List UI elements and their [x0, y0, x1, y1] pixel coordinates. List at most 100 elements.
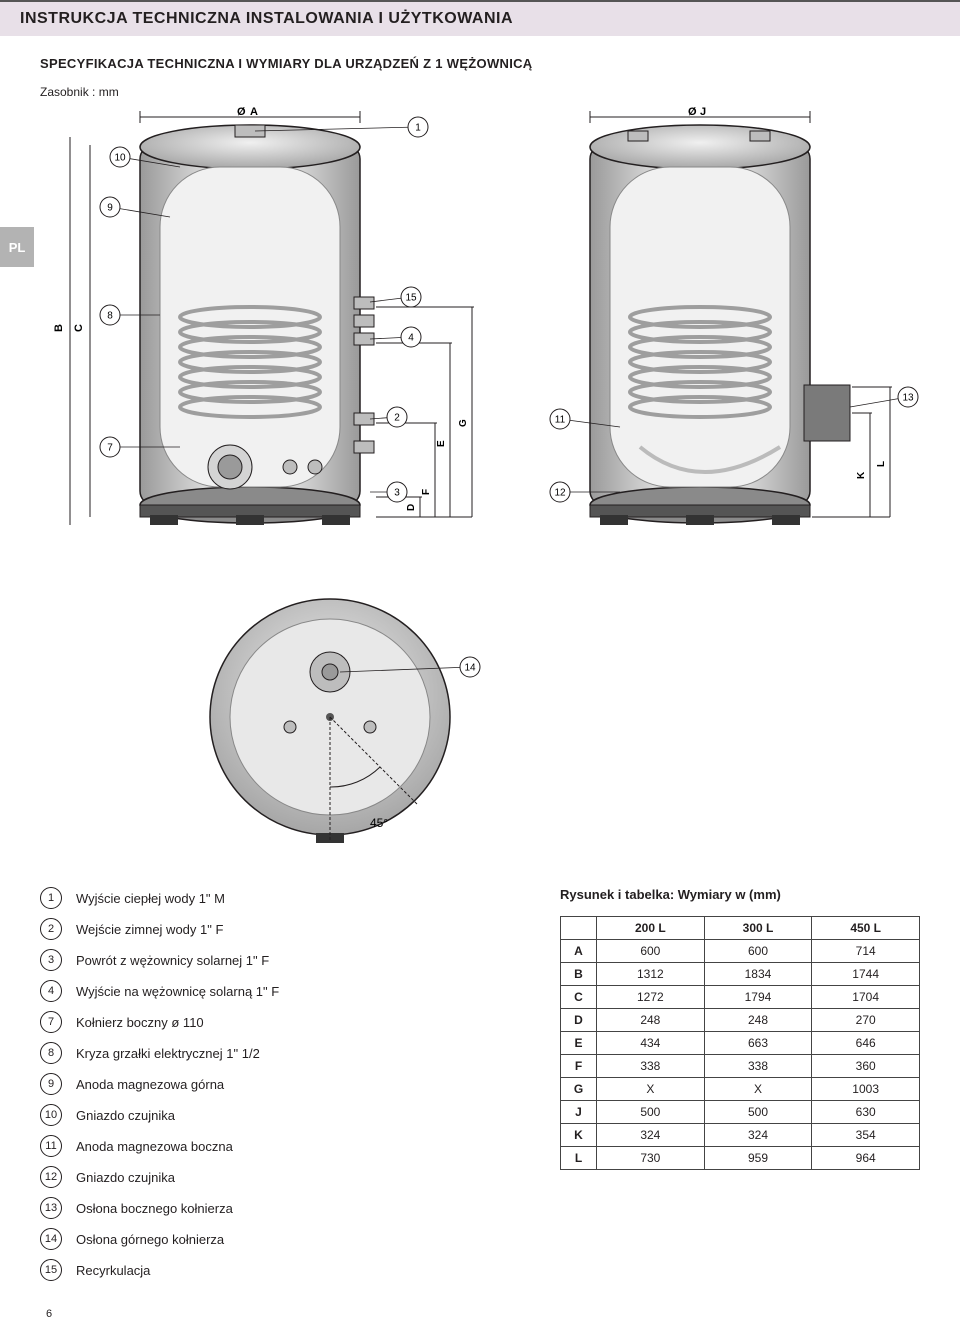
- table-cell: 600: [704, 940, 812, 963]
- legend-item: 15 Recyrkulacja: [40, 1259, 530, 1281]
- table-cell: 1312: [597, 963, 705, 986]
- table-cell: B: [561, 963, 597, 986]
- legend-number: 13: [40, 1197, 62, 1219]
- svg-text:C: C: [73, 324, 85, 332]
- table-cell: 1704: [812, 986, 920, 1009]
- svg-text:K: K: [856, 471, 867, 479]
- table-cell: 630: [812, 1101, 920, 1124]
- table-cell: 270: [812, 1009, 920, 1032]
- svg-text:11: 11: [555, 415, 566, 426]
- legend-text: Osłona górnego kołnierza: [76, 1232, 224, 1247]
- svg-text:9: 9: [107, 203, 113, 214]
- svg-text:1: 1: [415, 123, 421, 134]
- legend-number: 4: [40, 980, 62, 1002]
- legend-number: 2: [40, 918, 62, 940]
- table-cell: X: [704, 1078, 812, 1101]
- svg-text:2: 2: [394, 413, 400, 424]
- table-cell: 500: [597, 1101, 705, 1124]
- legend-item: 8Kryza grzałki elektrycznej 1" 1/2: [40, 1042, 530, 1064]
- legend-number: 10: [40, 1104, 62, 1126]
- table-row: L730959964: [561, 1147, 920, 1170]
- legend-number: 14: [40, 1228, 62, 1250]
- legend-text: Kołnierz boczny ø 110: [76, 1015, 204, 1030]
- table-cell: 248: [597, 1009, 705, 1032]
- legend-number: 12: [40, 1166, 62, 1188]
- table-cell: J: [561, 1101, 597, 1124]
- table-cell: 500: [704, 1101, 812, 1124]
- table-cell: 338: [597, 1055, 705, 1078]
- legend-item: 9 Anoda magnezowa górna: [40, 1073, 530, 1095]
- table-cell: 434: [597, 1032, 705, 1055]
- table-cell: 324: [597, 1124, 705, 1147]
- svg-text:L: L: [876, 461, 887, 467]
- table-row: GXX1003: [561, 1078, 920, 1101]
- table-cell: 338: [704, 1055, 812, 1078]
- legend-item: 10Gniazdo czujnika: [40, 1104, 530, 1126]
- svg-text:15: 15: [405, 293, 417, 304]
- table-cell: 964: [812, 1147, 920, 1170]
- table-cell: 959: [704, 1147, 812, 1170]
- bottom-view: 45°: [210, 599, 450, 843]
- legend-text: Osłona bocznego kołnierza: [76, 1201, 233, 1216]
- table-row: C127217941704: [561, 986, 920, 1009]
- legend-number: 11: [40, 1135, 62, 1157]
- table-cell: 354: [812, 1124, 920, 1147]
- legend-item: 7 Kołnierz boczny ø 110: [40, 1011, 530, 1033]
- page-content: SPECYFIKACJA TECHNICZNA I WYMIARY DLA UR…: [0, 36, 960, 1340]
- table-cell: 1794: [704, 986, 812, 1009]
- technical-diagram: Ø A: [40, 107, 920, 877]
- svg-text:Ø: Ø: [688, 107, 697, 118]
- table-row: A600600714: [561, 940, 920, 963]
- legend-number: 7: [40, 1011, 62, 1033]
- legend-item: 14 Osłona górnego kołnierza: [40, 1228, 530, 1250]
- table-row: E434663646: [561, 1032, 920, 1055]
- table-caption: Rysunek i tabelka: Wymiary w (mm): [560, 887, 920, 902]
- svg-text:D: D: [406, 504, 417, 511]
- legend-item: 11Anoda magnezowa boczna: [40, 1135, 530, 1157]
- table-cell: X: [597, 1078, 705, 1101]
- legend-text: Anoda magnezowa górna: [76, 1077, 224, 1092]
- table-cell: 1834: [704, 963, 812, 986]
- svg-text:12: 12: [554, 488, 566, 499]
- dim-label-A: Ø: [237, 107, 246, 118]
- table-header: 450 L: [812, 917, 920, 940]
- legend-text: Wejście zimnej wody 1" F: [76, 922, 223, 937]
- legend-number: 8: [40, 1042, 62, 1064]
- legend-number: 1: [40, 887, 62, 909]
- table-row: J500500630: [561, 1101, 920, 1124]
- table-header: 200 L: [597, 917, 705, 940]
- legend-text: Wyjście ciepłej wody 1" M: [76, 891, 225, 906]
- legend-number: 15: [40, 1259, 62, 1281]
- table-cell: 1003: [812, 1078, 920, 1101]
- svg-text:J: J: [700, 107, 706, 118]
- right-tank: Ø J: [590, 107, 892, 525]
- table-cell: D: [561, 1009, 597, 1032]
- legend-number: 9: [40, 1073, 62, 1095]
- table-cell: 646: [812, 1032, 920, 1055]
- legend-item: 1 Wyjście ciepłej wody 1" M: [40, 887, 530, 909]
- svg-text:14: 14: [464, 663, 476, 674]
- svg-text:4: 4: [408, 333, 414, 344]
- table-row: K324324354: [561, 1124, 920, 1147]
- table-row: B131218341744: [561, 963, 920, 986]
- legend-list: 1 Wyjście ciepłej wody 1" M 2 Wejście zimne…: [40, 887, 530, 1290]
- svg-text:F: F: [421, 489, 432, 495]
- svg-text:G: G: [458, 419, 469, 427]
- svg-text:E: E: [436, 440, 447, 447]
- table-cell: 600: [597, 940, 705, 963]
- svg-text:3: 3: [394, 488, 400, 499]
- table-cell: E: [561, 1032, 597, 1055]
- table-cell: C: [561, 986, 597, 1009]
- side-tab: PL: [0, 227, 34, 267]
- legend-number: 3: [40, 949, 62, 971]
- table-cell: F: [561, 1055, 597, 1078]
- table-header: 300 L: [704, 917, 812, 940]
- table-cell: 1744: [812, 963, 920, 986]
- legend-text: Powrót z wężownicy solarnej 1" F: [76, 953, 269, 968]
- table-cell: 714: [812, 940, 920, 963]
- page-header: INSTRUKCJA TECHNICZNA INSTALOWANIA I UŻY…: [0, 0, 960, 36]
- legend-text: Recyrkulacja: [76, 1263, 150, 1278]
- table-cell: 360: [812, 1055, 920, 1078]
- table-cell: A: [561, 940, 597, 963]
- table-cell: K: [561, 1124, 597, 1147]
